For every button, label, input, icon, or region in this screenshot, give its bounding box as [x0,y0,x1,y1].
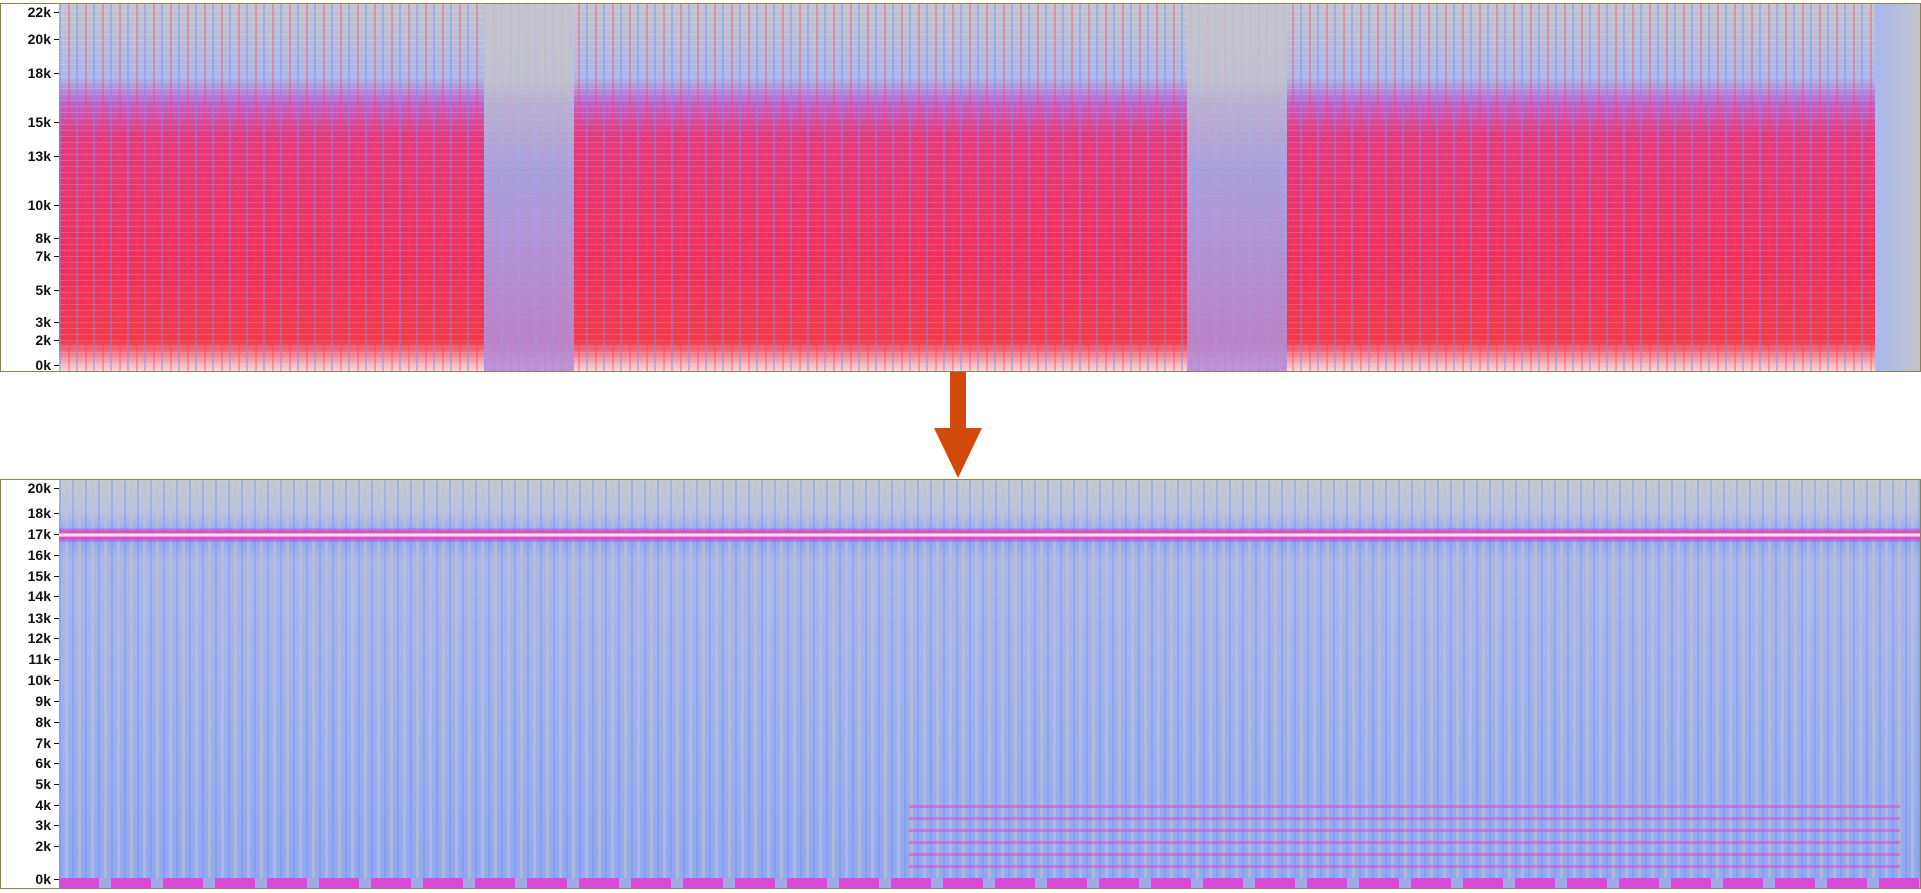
axis-label: 10k [28,673,51,687]
axis-label: 3k [35,818,51,832]
axis-label: 9k [35,694,51,708]
quiet-band [1187,4,1287,371]
axis-label: 8k [35,231,51,245]
axis-label: 0k [35,872,51,886]
fade-out [1875,4,1920,371]
axis-label: 22k [28,5,51,19]
axis-label: 4k [35,798,51,812]
arrow [930,372,986,480]
axis-label: 14k [28,589,51,603]
axis-label: 11k [28,652,51,666]
axis-label: 20k [28,481,51,495]
axis-label: 12k [28,631,51,645]
top-spectrogram: 22k 20k 18k 15k 13k 10k 8k 7k 5k 3k 2k 0k [0,3,1921,372]
axis-label: 13k [28,149,51,163]
spectrogram-image [59,480,1920,888]
axis-label: 15k [28,115,51,129]
low-energy [59,878,1920,888]
axis-label: 7k [35,249,51,263]
axis-label: 13k [28,611,51,625]
axis-label: 2k [35,333,51,347]
axis-label: 20k [28,32,51,46]
frequency-axis: 22k 20k 18k 15k 13k 10k 8k 7k 5k 3k 2k 0k [1,4,60,371]
quiet-band [484,4,574,371]
axis-label: 3k [35,315,51,329]
bottom-spectrogram: 20k 18k 17k 16k 15k 14k 13k 12k 11k 10k 9k 8k 7k 6k 5k… [0,479,1921,889]
axis-label: 15k [28,569,51,583]
axis-label: 18k [28,506,51,520]
axis-label: 17k [28,527,51,541]
axis-label: 8k [35,715,51,729]
axis-label: 6k [35,756,51,770]
axis-label: 7k [35,736,51,750]
tone-line [59,528,1920,542]
axis-label: 0k [35,358,51,372]
axis-label: 10k [28,198,51,212]
screenshot: 22k 20k 18k 15k 13k 10k 8k 7k 5k 3k 2k 0k 20k 18k 17k… [0,0,1921,893]
low-energy [909,798,1900,868]
axis-label: 2k [35,839,51,853]
frequency-axis: 20k 18k 17k 16k 15k 14k 13k 12k 11k 10k 9k 8k 7k 6k 5k… [1,480,60,888]
axis-label: 5k [35,283,51,297]
axis-label: 16k [28,548,51,562]
spectrogram-image [59,4,1920,371]
axis-label: 18k [28,66,51,80]
axis-label: 5k [35,777,51,791]
